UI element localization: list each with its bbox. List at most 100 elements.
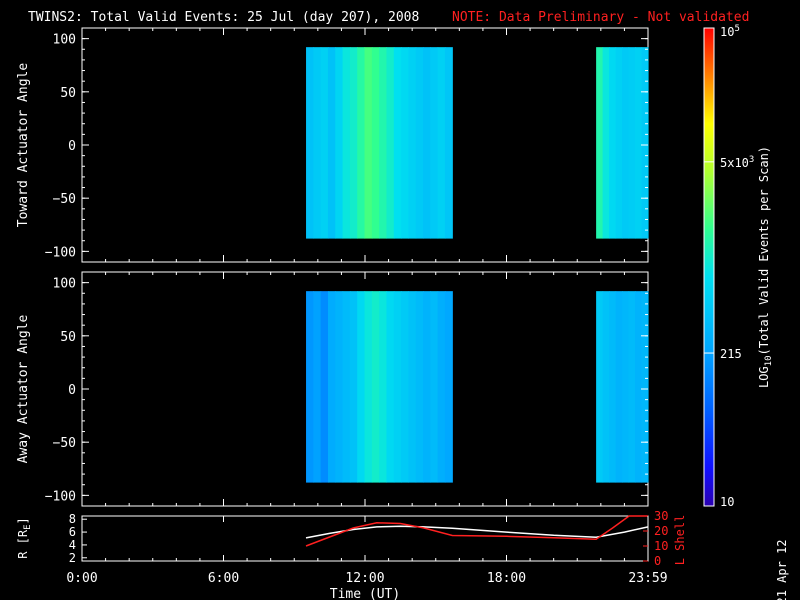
heatmap-cell-0-6 <box>349 291 358 483</box>
data-note: NOTE: Data Preliminary - Not validated <box>452 10 749 25</box>
lshell-tick-label: 30 <box>654 509 668 523</box>
heatmap-cell-0-1 <box>313 47 322 239</box>
heatmap-cell-0-3 <box>327 291 336 483</box>
y-tick-label: 50 <box>60 330 76 345</box>
lshell-tick-label: 20 <box>654 524 668 538</box>
time-xlabel: Time (UT) <box>330 587 400 600</box>
heatmap-cell-0-19 <box>444 291 453 483</box>
y-tick-label: 0 <box>68 383 76 398</box>
heatmap-cell-1-3 <box>615 47 623 239</box>
heatmap-cell-1-4 <box>622 291 630 483</box>
radius-tick-label: 4 <box>69 538 76 552</box>
heatmap-cell-1-1 <box>602 47 610 239</box>
heatmap-cell-0-7 <box>357 47 366 239</box>
heatmap-cell-1-3 <box>615 291 623 483</box>
away-heatmap <box>306 291 649 483</box>
heatmap-cell-1-0 <box>596 47 604 239</box>
time-tick-label: 18:00 <box>487 571 526 586</box>
heatmap-cell-0-5 <box>342 47 351 239</box>
heatmap-cell-0-10 <box>379 47 388 239</box>
heatmap-cell-1-5 <box>628 47 636 239</box>
heatmap-cell-0-12 <box>393 47 402 239</box>
y-tick-label: −100 <box>45 245 76 260</box>
lshell-tick-label: 0 <box>654 554 661 568</box>
heatmap-cell-0-4 <box>335 291 344 483</box>
y-tick-label: 100 <box>53 277 76 292</box>
heatmap-cell-0-12 <box>393 291 402 483</box>
heatmap-cell-0-9 <box>371 291 380 483</box>
orbit-lines <box>305 515 649 547</box>
heatmap-cell-0-13 <box>401 291 409 483</box>
heatmap-cell-0-2 <box>320 47 329 239</box>
heatmap-cell-0-8 <box>364 47 373 239</box>
heatmap-cell-0-4 <box>335 47 344 239</box>
time-tick-label: 6:00 <box>208 571 239 586</box>
toward-axis: 100 50 0 −50 −100 <box>45 28 649 262</box>
heatmap-cell-0-15 <box>415 47 424 239</box>
y-tick-label: −50 <box>53 192 76 207</box>
heatmap-cell-0-9 <box>371 47 380 239</box>
generation-date: 21 Apr 12 <box>775 539 789 600</box>
colorbar-scale <box>703 27 715 507</box>
colorbar-tick-label: 215 <box>720 347 742 361</box>
heatmap-cell-1-2 <box>609 47 617 239</box>
y-tick-label: −100 <box>45 489 76 504</box>
heatmap-cell-1-1 <box>602 291 610 483</box>
heatmap-cell-0-16 <box>423 291 431 483</box>
heatmap-cell-1-6 <box>635 291 643 483</box>
figure-title: TWINS2: Total Valid Events: 25 Jul (day … <box>28 10 419 25</box>
toward-panel: 100 50 0 −50 −100 Toward Actuator Angle <box>16 27 649 263</box>
heatmap-cell-0-10 <box>379 291 388 483</box>
heatmap-cell-0-1 <box>313 291 322 483</box>
heatmap-cell-0-0 <box>306 291 314 483</box>
heatmap-cell-1-7 <box>641 291 649 483</box>
colorbar: 10 215 5x103 105 LOG10(Total Valid Events p… <box>703 24 774 509</box>
heatmap-cell-0-2 <box>320 291 329 483</box>
heatmap-cell-0-19 <box>444 47 453 239</box>
y-tick-label: 100 <box>53 33 76 48</box>
heatmap-cell-0-16 <box>423 47 431 239</box>
heatmap-cell-1-2 <box>609 291 617 483</box>
lshell-ylabel: L Shell <box>673 515 687 566</box>
heatmap-cell-0-5 <box>342 291 351 483</box>
radius-tick-label: 2 <box>69 551 76 565</box>
y-tick-label: 0 <box>68 139 76 154</box>
radius-tick-label: 6 <box>69 525 76 539</box>
colorbar-tick-label: 10 <box>720 495 734 509</box>
heatmap-cell-0-3 <box>327 47 336 239</box>
colorbar-tick-label: 105 <box>720 24 740 39</box>
radius-tick-label: 8 <box>69 512 76 526</box>
heatmap-cell-0-6 <box>349 47 358 239</box>
heatmap-cell-0-14 <box>408 47 417 239</box>
colorbar-ticks: 10 215 5x103 105 <box>704 24 754 509</box>
heatmap-cell-1-0 <box>596 291 604 483</box>
colorbar-tick-label: 5x103 <box>720 155 754 170</box>
time-tick-label: 12:00 <box>345 571 384 586</box>
time-tick-label: 23:59 <box>628 571 667 586</box>
y-tick-label: −50 <box>53 436 76 451</box>
heatmap-cell-0-11 <box>386 291 395 483</box>
heatmap-cell-0-17 <box>430 291 439 483</box>
toward-heatmap <box>306 47 649 239</box>
heatmap-cell-0-13 <box>401 47 409 239</box>
heatmap-cell-0-11 <box>386 47 395 239</box>
heatmap-cell-0-15 <box>415 291 424 483</box>
heatmap-cell-0-18 <box>437 291 446 483</box>
colorbar-label: LOG10(Total Valid Events per Scan) <box>757 146 774 388</box>
heatmap-cell-0-0 <box>306 47 314 239</box>
radius-ylabel: R [RE] <box>16 517 33 559</box>
heatmap-cell-1-7 <box>641 47 649 239</box>
heatmap-cell-0-7 <box>357 291 366 483</box>
heatmap-cell-0-17 <box>430 47 439 239</box>
toward-ylabel: Toward Actuator Angle <box>16 63 31 228</box>
heatmap-cell-0-8 <box>364 291 373 483</box>
y-tick-label: 50 <box>60 86 76 101</box>
lshell-line <box>305 515 648 547</box>
heatmap-cell-0-14 <box>408 291 417 483</box>
away-axis: 100 50 0 −50 −100 <box>45 272 649 506</box>
away-panel: 100 50 0 −50 −100 Away Actuator Angle <box>16 271 649 507</box>
lshell-tick-label: 10 <box>654 539 668 553</box>
